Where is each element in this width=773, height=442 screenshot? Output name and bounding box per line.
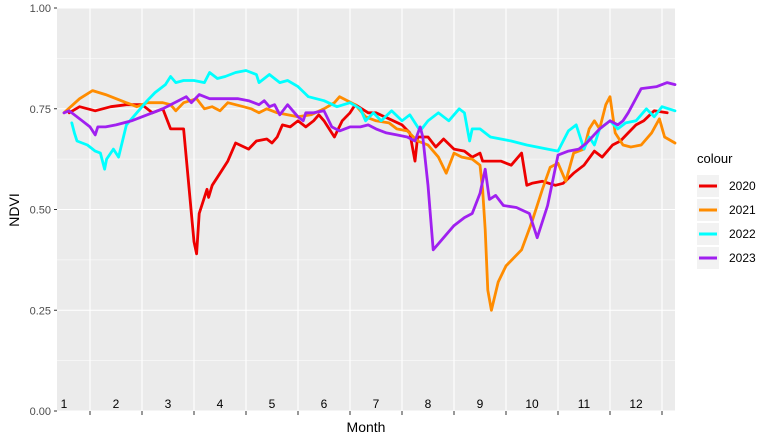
series-line-2022	[70, 69, 677, 171]
x-axis-title: Month	[347, 419, 386, 435]
y-tick-label: 1.00	[30, 3, 51, 15]
series-line-2023	[62, 81, 677, 252]
legend-label-2020: 2020	[729, 179, 756, 193]
series-lines	[62, 69, 677, 312]
y-axis-title: NDVI	[6, 193, 22, 226]
y-axis: 0.00 0.25 0.50 0.75 1.00	[30, 3, 57, 418]
month-label: 9	[477, 397, 484, 411]
x-axis-ticks	[89, 411, 663, 415]
y-tick-label: 0.50	[30, 205, 51, 217]
month-label: 10	[525, 397, 539, 411]
month-label: 6	[321, 397, 328, 411]
month-label: 2	[113, 397, 120, 411]
month-label: 7	[373, 397, 380, 411]
month-label: 12	[629, 397, 643, 411]
legend-label-2022: 2022	[729, 227, 756, 241]
month-label: 1	[61, 397, 68, 411]
legend-label-2023: 2023	[729, 251, 756, 265]
month-label: 11	[578, 397, 591, 411]
y-tick-label: 0.00	[30, 406, 51, 418]
month-label: 5	[269, 397, 276, 411]
month-labels: 1 2 3 4 5 6 7 8 9 10 11 12	[61, 397, 643, 411]
series-line-2021	[62, 89, 677, 312]
y-tick-label: 0.75	[30, 104, 51, 116]
legend-label-2021: 2021	[729, 203, 756, 217]
month-label: 8	[425, 397, 432, 411]
legend: colour 2020 2021 2022 2023	[697, 151, 756, 269]
legend-title: colour	[697, 151, 733, 166]
month-label: 4	[217, 397, 224, 411]
y-tick-label: 0.25	[30, 305, 51, 317]
month-label: 3	[165, 397, 172, 411]
